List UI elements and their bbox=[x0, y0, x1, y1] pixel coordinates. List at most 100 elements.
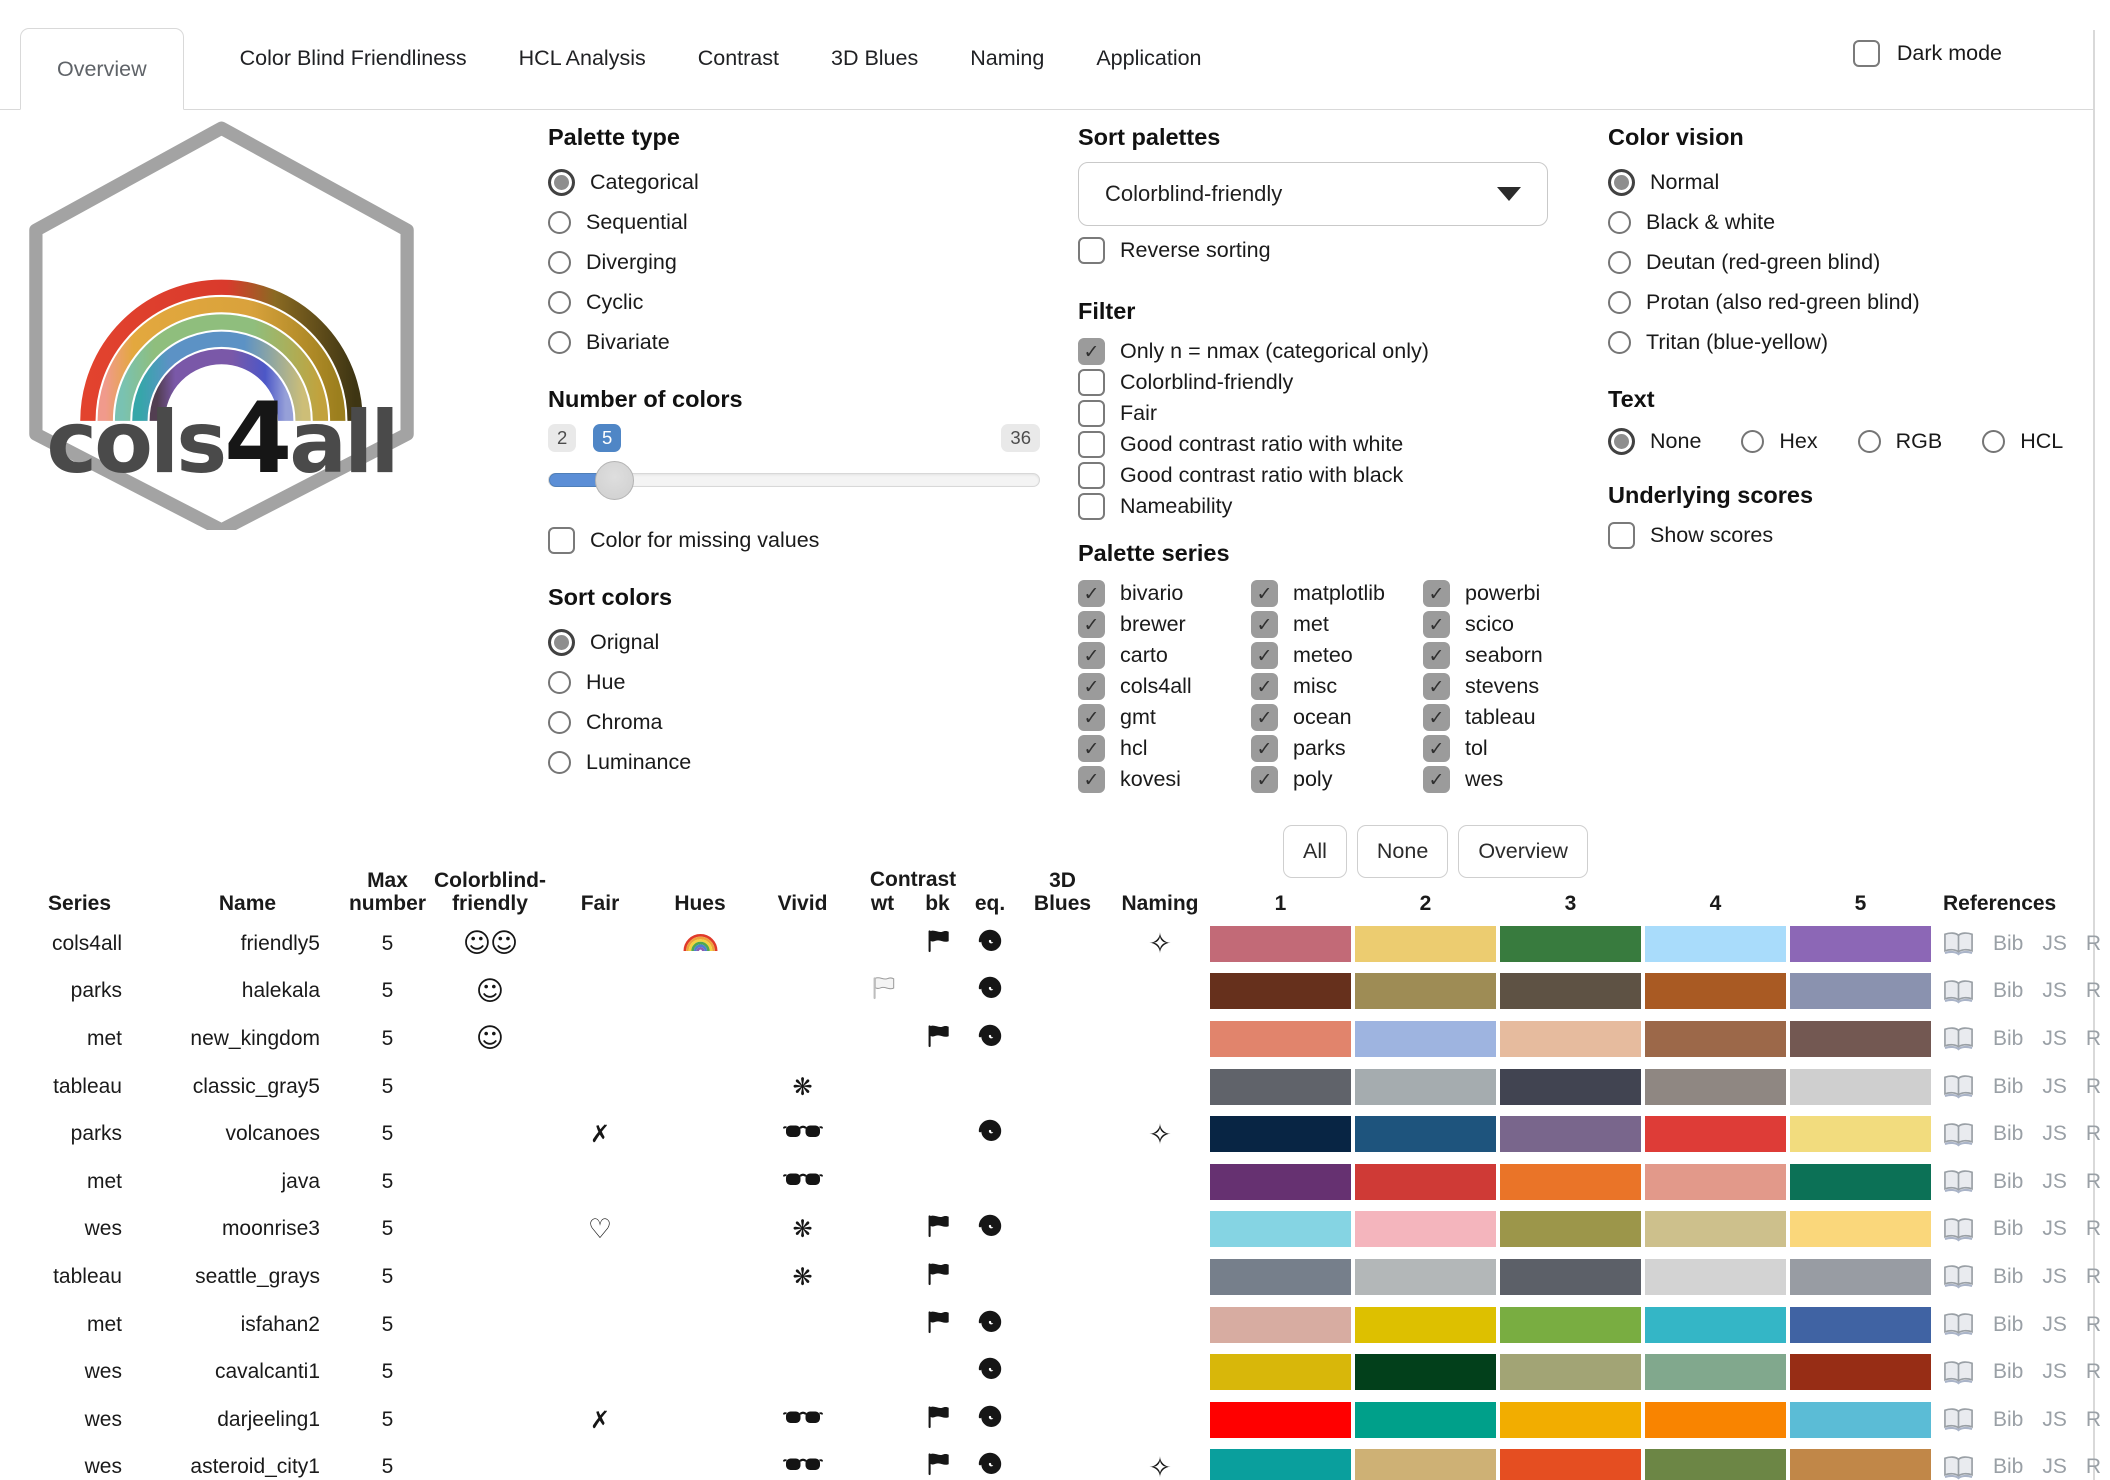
checkbox-checked[interactable]: ✓ bbox=[1423, 642, 1450, 669]
series-option-kovesi[interactable]: ✓ kovesi bbox=[1078, 764, 1251, 795]
radio-indicator[interactable] bbox=[1608, 250, 1631, 274]
series-option-met[interactable]: ✓ met bbox=[1251, 609, 1423, 640]
radio-indicator[interactable] bbox=[1857, 429, 1881, 453]
js-link[interactable]: JS bbox=[2042, 1264, 2067, 1288]
checkbox-checked[interactable]: ✓ bbox=[1078, 580, 1105, 607]
radio-option-sequential[interactable]: Sequential bbox=[548, 202, 1040, 242]
radio-selected-indicator[interactable] bbox=[1608, 427, 1635, 455]
js-link[interactable]: JS bbox=[2042, 931, 2067, 955]
radio-option-categorical[interactable]: Categorical bbox=[548, 162, 1040, 202]
radio-option-chroma[interactable]: Chroma bbox=[548, 702, 1040, 742]
js-link[interactable]: JS bbox=[2042, 1360, 2067, 1384]
slider-track[interactable] bbox=[548, 461, 1040, 500]
radio-option-hex[interactable]: Hex bbox=[1741, 424, 1818, 458]
filter-option-good-contrast-ratio-with-white[interactable]: Good contrast ratio with white bbox=[1078, 429, 1583, 460]
bib-link[interactable]: Bib bbox=[1993, 1122, 2024, 1146]
checkbox-checked[interactable]: ✓ bbox=[1078, 704, 1105, 731]
reverse-sorting-checkbox[interactable] bbox=[1078, 236, 1105, 264]
r-link[interactable]: R bbox=[2085, 979, 2102, 1003]
missing-values-checkbox[interactable] bbox=[548, 526, 575, 554]
series-option-brewer[interactable]: ✓ brewer bbox=[1078, 609, 1251, 640]
series-option-misc[interactable]: ✓ misc bbox=[1251, 671, 1423, 702]
series-option-wes[interactable]: ✓ wes bbox=[1423, 764, 1543, 795]
series-option-bivario[interactable]: ✓ bivario bbox=[1078, 578, 1251, 609]
checkbox-checked[interactable]: ✓ bbox=[1078, 611, 1105, 638]
radio-selected-indicator[interactable] bbox=[1608, 168, 1635, 196]
js-link[interactable]: JS bbox=[2042, 979, 2067, 1003]
tab-3d-blues[interactable]: 3D Blues bbox=[830, 46, 919, 70]
filter-option-fair[interactable]: Fair bbox=[1078, 398, 1583, 429]
scrollbar-track[interactable] bbox=[2093, 30, 2095, 1480]
checkbox-checked[interactable]: ✓ bbox=[1423, 735, 1450, 762]
checkbox-checked[interactable]: ✓ bbox=[1251, 642, 1278, 669]
checkbox-checked[interactable]: ✓ bbox=[1423, 704, 1450, 731]
checkbox-checked[interactable]: ✓ bbox=[1423, 673, 1450, 700]
series-option-seaborn[interactable]: ✓ seaborn bbox=[1423, 640, 1543, 671]
radio-indicator[interactable] bbox=[1608, 330, 1631, 354]
js-link[interactable]: JS bbox=[2042, 1026, 2067, 1050]
bib-link[interactable]: Bib bbox=[1993, 1264, 2024, 1288]
checkbox[interactable] bbox=[1078, 369, 1105, 396]
series-none-button[interactable]: None bbox=[1356, 825, 1449, 878]
radio-option-orignal[interactable]: Orignal bbox=[548, 622, 1040, 662]
series-option-meteo[interactable]: ✓ meteo bbox=[1251, 640, 1423, 671]
series-option-stevens[interactable]: ✓ stevens bbox=[1423, 671, 1543, 702]
bib-link[interactable]: Bib bbox=[1993, 931, 2024, 955]
r-link[interactable]: R bbox=[2085, 1122, 2102, 1146]
series-option-ocean[interactable]: ✓ ocean bbox=[1251, 702, 1423, 733]
radio-indicator[interactable] bbox=[548, 330, 571, 354]
radio-option-black-white[interactable]: Black & white bbox=[1608, 202, 2088, 242]
radio-indicator[interactable] bbox=[1608, 290, 1631, 314]
bib-link[interactable]: Bib bbox=[1993, 1455, 2024, 1479]
radio-indicator[interactable] bbox=[1741, 429, 1765, 453]
series-option-scico[interactable]: ✓ scico bbox=[1423, 609, 1543, 640]
radio-option-protan-also-red-green-blind[interactable]: Protan (also red-green blind) bbox=[1608, 282, 2088, 322]
filter-option-colorblind-friendly[interactable]: Colorblind-friendly bbox=[1078, 367, 1583, 398]
js-link[interactable]: JS bbox=[2042, 1407, 2067, 1431]
r-link[interactable]: R bbox=[2085, 1312, 2102, 1336]
reverse-sorting-toggle[interactable]: Reverse sorting bbox=[1078, 226, 1583, 274]
bib-link[interactable]: Bib bbox=[1993, 1217, 2024, 1241]
bib-link[interactable]: Bib bbox=[1993, 1360, 2024, 1384]
series-option-powerbi[interactable]: ✓ powerbi bbox=[1423, 578, 1543, 609]
radio-option-deutan-red-green-blind[interactable]: Deutan (red-green blind) bbox=[1608, 242, 2088, 282]
checkbox-checked[interactable]: ✓ bbox=[1251, 580, 1278, 607]
series-option-tableau[interactable]: ✓ tableau bbox=[1423, 702, 1543, 733]
radio-indicator[interactable] bbox=[548, 670, 571, 694]
checkbox-checked[interactable]: ✓ bbox=[1423, 580, 1450, 607]
radio-option-normal[interactable]: Normal bbox=[1608, 162, 2088, 202]
checkbox-checked[interactable]: ✓ bbox=[1078, 338, 1105, 365]
filter-option-good-contrast-ratio-with-black[interactable]: Good contrast ratio with black bbox=[1078, 460, 1583, 491]
js-link[interactable]: JS bbox=[2042, 1074, 2067, 1098]
radio-indicator[interactable] bbox=[1608, 210, 1631, 234]
radio-option-bivariate[interactable]: Bivariate bbox=[548, 322, 1040, 362]
r-link[interactable]: R bbox=[2085, 1026, 2102, 1050]
radio-option-hue[interactable]: Hue bbox=[548, 662, 1040, 702]
bib-link[interactable]: Bib bbox=[1993, 1026, 2024, 1050]
radio-selected-indicator[interactable] bbox=[548, 168, 575, 196]
tab-overview[interactable]: Overview bbox=[20, 28, 184, 110]
tab-naming[interactable]: Naming bbox=[970, 46, 1045, 70]
radio-indicator[interactable] bbox=[548, 750, 571, 774]
series-overview-button[interactable]: Overview bbox=[1458, 825, 1588, 878]
dark-mode-toggle[interactable]: Dark mode bbox=[1852, 40, 2002, 67]
sort-palettes-select[interactable]: Colorblind-friendly bbox=[1078, 162, 1548, 226]
tab-application[interactable]: Application bbox=[1096, 46, 1202, 70]
series-option-cols4all[interactable]: ✓ cols4all bbox=[1078, 671, 1251, 702]
dark-mode-checkbox[interactable] bbox=[1852, 40, 1880, 67]
r-link[interactable]: R bbox=[2085, 1074, 2102, 1098]
slider-handle[interactable] bbox=[594, 461, 634, 500]
js-link[interactable]: JS bbox=[2042, 1169, 2067, 1193]
r-link[interactable]: R bbox=[2085, 1264, 2102, 1288]
number-of-colors-slider[interactable]: 2 5 36 bbox=[548, 424, 1040, 520]
radio-indicator[interactable] bbox=[548, 710, 571, 734]
checkbox-checked[interactable]: ✓ bbox=[1251, 611, 1278, 638]
checkbox[interactable] bbox=[1078, 400, 1105, 427]
js-link[interactable]: JS bbox=[2042, 1455, 2067, 1479]
checkbox[interactable] bbox=[1078, 493, 1105, 520]
show-scores-toggle[interactable]: Show scores bbox=[1608, 520, 2088, 551]
radio-option-none[interactable]: None bbox=[1608, 424, 1701, 458]
tab-hcl-analysis[interactable]: HCL Analysis bbox=[518, 46, 646, 70]
checkbox-checked[interactable]: ✓ bbox=[1078, 735, 1105, 762]
bib-link[interactable]: Bib bbox=[1993, 1407, 2024, 1431]
